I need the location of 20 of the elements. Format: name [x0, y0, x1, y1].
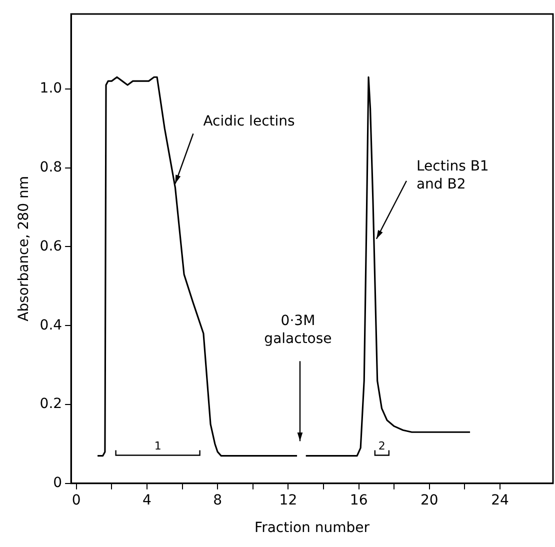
annotation: 2 [378, 440, 386, 453]
x-tick-label: 4 [142, 492, 152, 508]
y-tick-label: 1.0 [40, 80, 62, 97]
y-tick-label: 0.8 [40, 159, 62, 176]
x-tick-label: 24 [491, 492, 510, 508]
x-tick-label: 20 [420, 492, 438, 508]
y-tick-label: 0.6 [40, 238, 62, 254]
annotation: 1 [154, 440, 162, 453]
x-tick-label: 16 [350, 492, 368, 508]
y-tick-label: 0 [53, 475, 62, 492]
y-tick-label: 0.2 [40, 396, 62, 412]
x-tick-label: 12 [279, 492, 298, 508]
annotation: Lectins B1 and B2 [416, 158, 489, 192]
x-tick-label: 0 [72, 492, 81, 508]
annotation: 0·3M galactose [264, 312, 332, 347]
y-tick-label: 0.4 [40, 317, 62, 334]
annotation: Acidic lectins [203, 113, 295, 130]
x-tick-label: 8 [213, 492, 222, 508]
y-axis-title: Absorbance, 280 nm [16, 176, 32, 322]
x-axis-title: Fraction number [254, 520, 370, 536]
